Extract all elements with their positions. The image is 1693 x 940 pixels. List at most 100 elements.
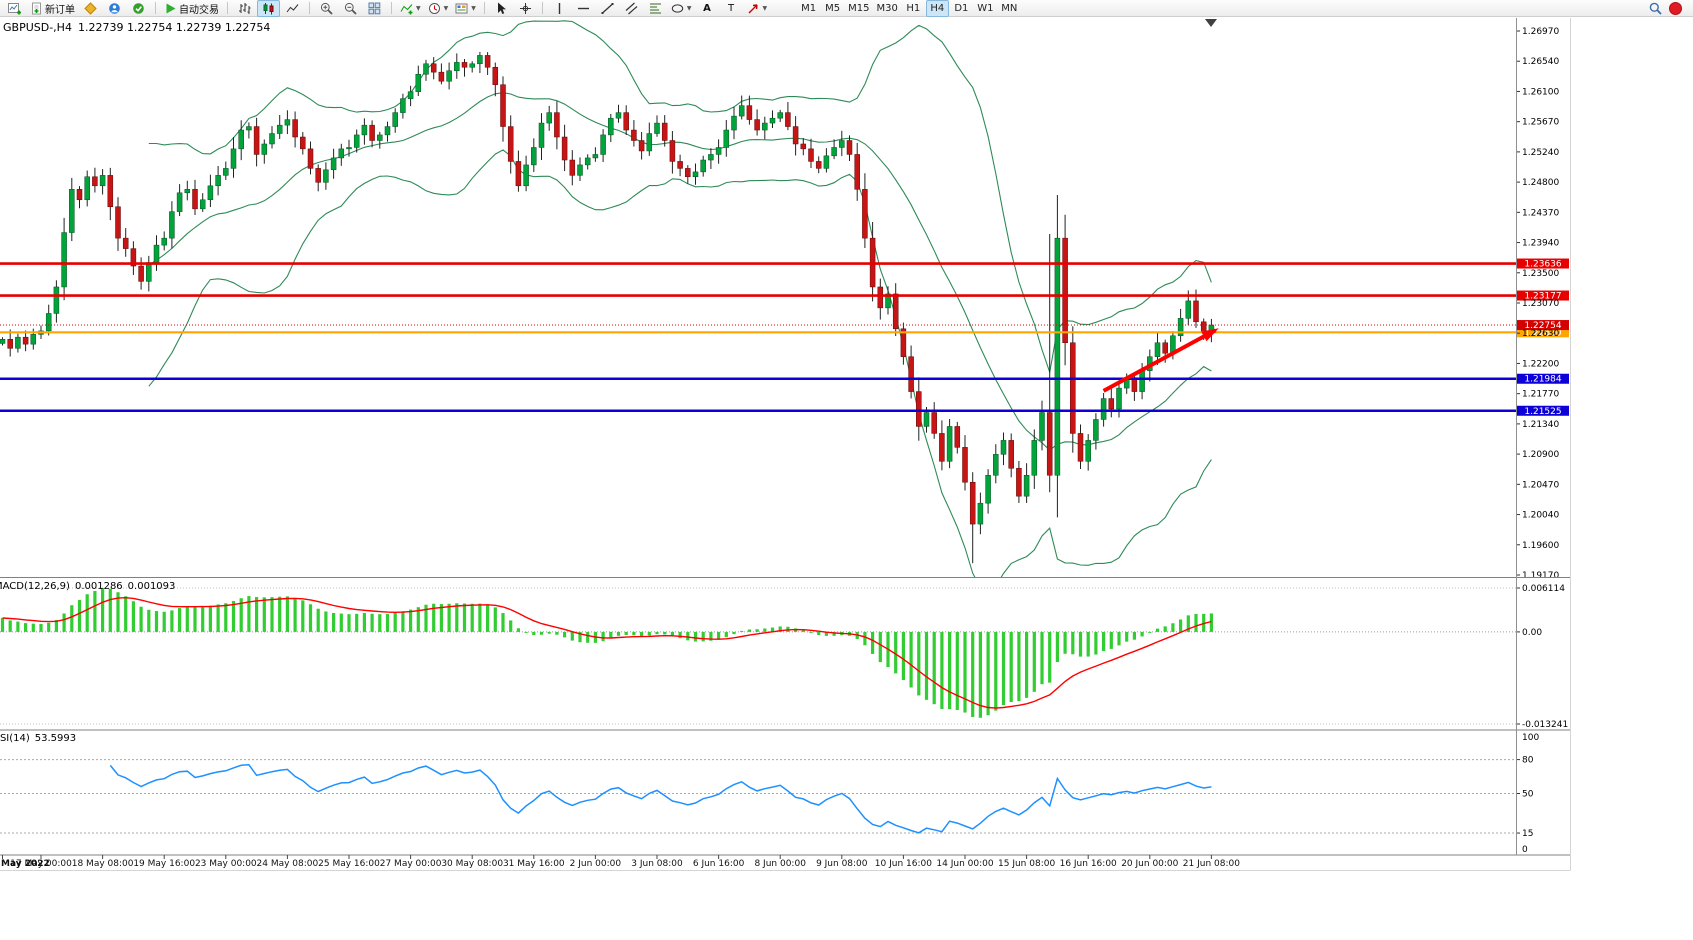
svg-text:80: 80 [1522, 756, 1534, 766]
rsi-name: RSI(14) [0, 733, 30, 744]
cursor-button[interactable] [490, 0, 513, 17]
svg-text:1.20900: 1.20900 [1522, 450, 1559, 460]
svg-text:21 Jun 08:00: 21 Jun 08:00 [1183, 859, 1240, 869]
toolbar-separator [227, 2, 228, 14]
macd-label: MACD(12,26,9) 0.001286 0.001093 [0, 581, 175, 592]
shift-marker-icon[interactable] [1205, 19, 1217, 27]
svg-text:15 Jun 08:00: 15 Jun 08:00 [998, 859, 1055, 869]
macd-signal-value: 0.001093 [127, 581, 176, 592]
indicators-button[interactable]: ▼ [397, 0, 424, 17]
tile-windows-button[interactable] [363, 0, 386, 17]
signals-button[interactable] [127, 0, 150, 17]
crosshair-icon [519, 2, 531, 14]
svg-text:1.22650: 1.22650 [1524, 328, 1561, 338]
svg-text:1.21770: 1.21770 [1522, 390, 1559, 400]
svg-text:0: 0 [1522, 845, 1528, 855]
svg-text:50: 50 [1522, 790, 1534, 800]
indicators-icon [400, 3, 413, 14]
toolbar-right [1649, 1, 1690, 15]
dropdown-caret: ▼ [443, 4, 449, 12]
macd-name: MACD(12,26,9) [0, 581, 70, 592]
svg-text:17 May 00:00: 17 May 00:00 [10, 859, 72, 869]
market-button[interactable] [103, 0, 126, 17]
svg-text:31 May 16:00: 31 May 16:00 [503, 859, 565, 869]
svg-text:18 May 08:00: 18 May 08:00 [72, 859, 134, 869]
price-scale[interactable]: 1.26970 1.26540 1.26100 1.25670 1.25240 1.248… [1516, 27, 1559, 581]
svg-text:1.19170: 1.19170 [1522, 571, 1559, 581]
trendline-tool[interactable] [596, 0, 619, 17]
zoom-in-button[interactable] [315, 0, 338, 17]
trend-arrow[interactable] [1102, 328, 1219, 393]
metaeditor-button[interactable] [79, 0, 102, 17]
candlestick-type-button[interactable] [257, 0, 280, 17]
timeframe-m1[interactable]: M1 [801, 2, 817, 14]
svg-text:3 Jun 08:00: 3 Jun 08:00 [631, 859, 683, 869]
line-chart-type-button[interactable] [281, 0, 304, 17]
horizontal-line-icon [577, 7, 589, 9]
vertical-line-tool[interactable] [548, 0, 571, 17]
svg-text:23 May 00:00: 23 May 00:00 [195, 859, 257, 869]
timeframe-mn[interactable]: MN [1001, 2, 1018, 14]
zoom-out-button[interactable] [339, 0, 362, 17]
svg-text:27 May 00:00: 27 May 00:00 [380, 859, 442, 869]
svg-text:2 Jun 00:00: 2 Jun 00:00 [570, 859, 622, 869]
crosshair-button[interactable] [514, 0, 537, 17]
svg-text:1.21525: 1.21525 [1524, 407, 1561, 417]
svg-text:-0.013241: -0.013241 [1522, 720, 1568, 730]
svg-text:20 Jun 00:00: 20 Jun 00:00 [1121, 859, 1178, 869]
timeframe-w1[interactable]: W1 [977, 2, 994, 14]
svg-text:30 May 08:00: 30 May 08:00 [441, 859, 503, 869]
trendline-icon [601, 2, 614, 14]
svg-text:25 May 16:00: 25 May 16:00 [318, 859, 380, 869]
new-order-button[interactable]: 新订单 [27, 0, 78, 17]
timeframe-h1[interactable]: H1 [906, 2, 921, 14]
new-chart-button[interactable] [3, 0, 26, 17]
current-price-line: 1.22754 [0, 320, 1569, 331]
timeframe-m5[interactable]: M5 [825, 2, 841, 14]
pane-separators[interactable] [0, 18, 1571, 871]
cursor-icon [497, 2, 506, 14]
svg-text:100: 100 [1522, 733, 1539, 743]
symbol-period: GBPUSD-,H4 [3, 21, 72, 34]
text-label-icon: T [727, 2, 735, 14]
bollinger-bands [148, 20, 1212, 577]
metaeditor-icon [84, 1, 97, 15]
text-label-tool[interactable]: T [720, 0, 743, 17]
shapes-tool[interactable]: ▼ [668, 0, 695, 17]
timeframe-d1[interactable]: D1 [954, 2, 969, 14]
shapes-ellipse-icon [671, 3, 684, 13]
market-icon [109, 2, 120, 14]
search-icon[interactable] [1649, 2, 1662, 15]
autotrading-play-icon [166, 3, 176, 13]
arrows-tool[interactable]: ▼ [744, 0, 771, 17]
svg-text:1.21340: 1.21340 [1522, 420, 1559, 430]
fibonacci-tool[interactable] [644, 0, 667, 17]
svg-text:1.23177: 1.23177 [1524, 292, 1561, 302]
svg-text:1.26540: 1.26540 [1522, 57, 1559, 67]
channel-tool[interactable] [620, 0, 643, 17]
bar-chart-type-button[interactable] [233, 0, 256, 17]
dropdown-caret: ▼ [471, 4, 476, 12]
svg-text:1.23940: 1.23940 [1522, 239, 1559, 249]
timeframe-m15[interactable]: M15 [848, 2, 870, 14]
rsi-scale[interactable]: 100 80 50 15 0 [1516, 733, 1539, 855]
svg-text:1.23636: 1.23636 [1524, 260, 1561, 270]
toolbar-separator [309, 2, 310, 14]
dropdown-caret: ▼ [762, 4, 768, 12]
timeframe-m30[interactable]: M30 [876, 2, 898, 14]
timeframe-h4[interactable]: H4 [925, 0, 949, 17]
templates-button[interactable]: ▼ [452, 0, 479, 17]
fibonacci-icon [649, 3, 661, 13]
templates-icon [455, 3, 468, 13]
macd-scale[interactable]: 0.006114 0.00 -0.013241 [1516, 584, 1568, 730]
periods-button[interactable]: ▼ [425, 0, 452, 17]
text-tool[interactable]: A [696, 0, 719, 17]
svg-text:9 Jun 08:00: 9 Jun 08:00 [816, 859, 868, 869]
autotrading-button[interactable]: 自动交易 [161, 0, 222, 17]
notification-badge[interactable] [1669, 1, 1682, 15]
horizontal-line-tool[interactable] [572, 0, 595, 17]
price-levels[interactable]: 1.23636 1.23177 1.22650 1.21984 1.21525 [0, 258, 1569, 417]
